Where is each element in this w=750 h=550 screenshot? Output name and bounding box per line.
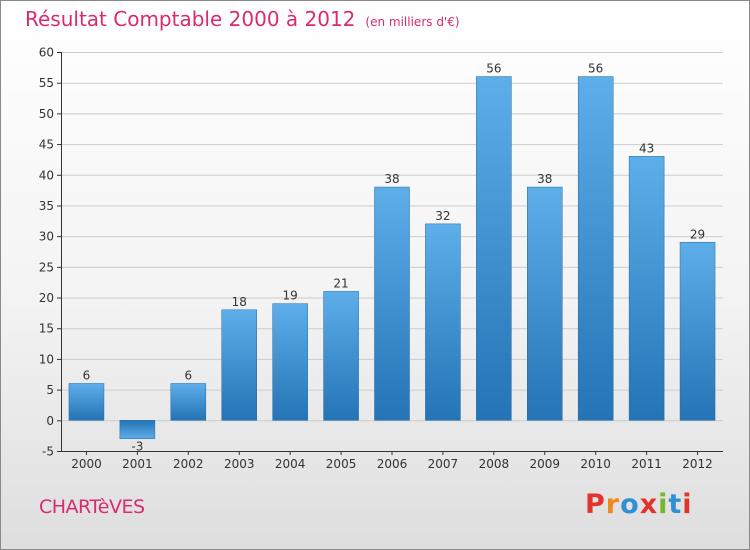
x-tick-label: 2008: [479, 457, 510, 471]
x-tick-label: 2002: [173, 457, 204, 471]
data-label: 32: [435, 209, 450, 223]
logo-letter: P: [585, 489, 606, 520]
y-tick-label: 45: [39, 138, 54, 152]
data-label: 56: [588, 62, 603, 76]
y-tick-label: 15: [39, 322, 54, 336]
y-tick-label: 55: [39, 76, 54, 90]
logo-letter: o: [620, 489, 640, 520]
bar-2001: [119, 420, 156, 439]
data-label: 38: [537, 172, 552, 186]
logo-letter: x: [639, 489, 659, 520]
y-tick-label: 35: [39, 199, 54, 213]
logo-letter: i: [658, 489, 669, 520]
y-tick-label: 10: [39, 352, 54, 366]
bar-2004: [272, 303, 308, 421]
y-tick-label: 25: [39, 260, 54, 274]
data-label: 19: [283, 289, 298, 303]
proxiti-logo: Proxiti: [585, 489, 693, 520]
bar-2009: [527, 186, 563, 421]
y-tick-label: -5: [42, 445, 54, 459]
y-tick-label: 30: [39, 230, 54, 244]
bar-2002: [170, 383, 207, 421]
y-tick-label: 40: [39, 168, 54, 182]
x-tick-label: 2001: [122, 457, 153, 471]
data-label: -3: [131, 440, 143, 454]
bar-2012: [679, 242, 716, 421]
data-label: 38: [384, 172, 399, 186]
data-label: 43: [639, 141, 654, 155]
bar-2003: [221, 309, 257, 421]
x-tick-label: 2010: [580, 457, 611, 471]
y-tick-label: 0: [46, 414, 54, 428]
x-tick-label: 2005: [326, 457, 357, 471]
bar-2007: [425, 223, 461, 421]
logo-letter: r: [605, 489, 621, 520]
y-tick-label: 50: [39, 107, 54, 121]
x-tick-label: 2009: [529, 457, 560, 471]
bar-2000: [68, 383, 105, 421]
chart-title: Résultat Comptable 2000 à 2012 (en millie…: [25, 7, 460, 31]
y-tick-label: 60: [39, 46, 54, 60]
bar-2005: [323, 291, 359, 421]
y-tick-label: 5: [46, 383, 54, 397]
x-tick-label: 2007: [428, 457, 459, 471]
bar-2006: [374, 186, 410, 421]
x-tick-label: 2003: [224, 457, 255, 471]
commune-name: CHARTèVES: [39, 496, 145, 518]
x-tick-label: 2000: [71, 457, 102, 471]
data-label: 18: [232, 295, 247, 309]
logo-letter: i: [682, 489, 693, 520]
bar-2011: [628, 156, 665, 421]
data-label: 56: [486, 62, 501, 76]
chart-unit: (en milliers d'€): [365, 15, 460, 29]
x-tick-label: 2011: [631, 457, 662, 471]
bar-2008: [476, 76, 512, 421]
data-label: 6: [184, 368, 192, 382]
logo-letter: t: [668, 489, 683, 520]
x-tick-label: 2004: [275, 457, 306, 471]
data-label: 21: [333, 276, 348, 290]
x-tick-label: 2012: [682, 457, 713, 471]
data-label: 29: [690, 227, 705, 241]
bar-2010: [577, 76, 614, 421]
chart-title-text: Résultat Comptable 2000 à 2012: [25, 7, 356, 31]
x-tick-label: 2006: [377, 457, 408, 471]
data-label: 6: [83, 368, 91, 382]
y-tick-label: 20: [39, 291, 54, 305]
